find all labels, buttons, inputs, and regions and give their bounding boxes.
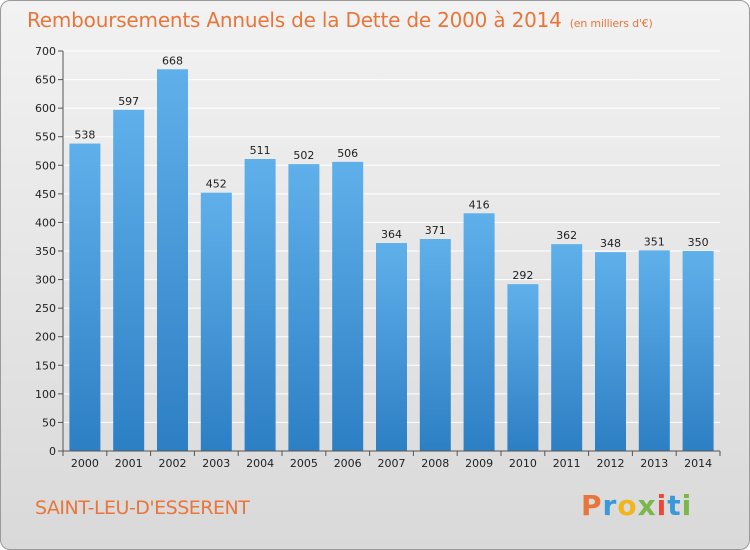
y-tick-label: 150 [35, 359, 56, 372]
bar [463, 213, 495, 451]
x-tick-label: 2012 [597, 457, 625, 470]
bar [69, 143, 101, 452]
bar [113, 109, 145, 451]
x-tick-label: 2011 [553, 457, 581, 470]
data-label: 506 [337, 147, 358, 160]
x-tick-label: 2014 [684, 457, 712, 470]
data-label: 511 [250, 144, 271, 157]
x-tick-label: 2003 [202, 457, 230, 470]
y-tick-label: 700 [35, 45, 56, 58]
y-tick-label: 250 [35, 302, 56, 315]
bar [376, 243, 407, 451]
y-tick-label: 600 [35, 102, 56, 115]
x-tick-label: 2013 [640, 457, 668, 470]
x-tick-label: 2004 [246, 457, 274, 470]
y-tick-label: 300 [35, 274, 56, 287]
data-label: 350 [688, 236, 709, 249]
data-label: 364 [381, 228, 402, 241]
data-label: 452 [206, 178, 227, 191]
data-label: 416 [469, 198, 490, 211]
logo-letter: i [681, 489, 693, 522]
x-tick-label: 2005 [290, 457, 318, 470]
city-name: SAINT-LEU-D'ESSERENT [35, 497, 250, 519]
data-label: 538 [74, 129, 95, 142]
logo-letter: P [581, 489, 603, 522]
x-tick-label: 2008 [421, 457, 449, 470]
x-tick-label: 2007 [378, 457, 406, 470]
logo-letter: i [656, 489, 668, 522]
bar [638, 250, 670, 451]
data-label: 668 [162, 54, 183, 67]
axes: 0 50 100 150 200 250 300 350 400 450 500 550 600 650 7… [35, 45, 721, 470]
chart-subtitle: (en milliers d'€) [569, 17, 653, 30]
bars: 538 597 668 452 511 502 506 364 371 416 292 362 348 3… [69, 54, 714, 452]
bar [288, 164, 320, 451]
bar [244, 159, 276, 451]
bar [682, 251, 714, 451]
y-tick-label: 0 [49, 445, 56, 458]
x-tick-label: 2010 [509, 457, 537, 470]
logo-letter: x [637, 489, 657, 522]
title-text: Remboursements Annuels de la Dette de 20… [27, 8, 562, 32]
data-label: 292 [512, 269, 533, 282]
data-label: 502 [293, 149, 314, 162]
y-tick-label: 100 [35, 388, 56, 401]
bar [200, 192, 232, 451]
proxiti-logo[interactable]: Proxiti [581, 489, 692, 522]
logo-letter: o [617, 489, 638, 522]
x-tick-label: 2002 [159, 457, 187, 470]
x-tick-label: 2009 [465, 457, 493, 470]
bar [332, 161, 364, 451]
x-tick-label: 2000 [71, 457, 99, 470]
y-tick-label: 400 [35, 216, 56, 229]
y-tick-label: 50 [42, 416, 56, 429]
bar [157, 69, 188, 452]
bar [595, 252, 626, 451]
x-tick-label: 2001 [115, 457, 143, 470]
bar [419, 239, 451, 451]
data-label: 371 [425, 224, 446, 237]
data-label: 597 [118, 95, 139, 108]
x-tick-label: 2006 [334, 457, 362, 470]
y-tick-label: 450 [35, 188, 56, 201]
chart-title: Remboursements Annuels de la Dette de 20… [27, 8, 653, 32]
y-tick-label: 550 [35, 131, 56, 144]
y-tick-label: 350 [35, 245, 56, 258]
data-label: 351 [644, 235, 665, 248]
bar [551, 244, 583, 451]
data-label: 362 [556, 229, 577, 242]
y-tick-label: 650 [35, 74, 56, 87]
y-tick-label: 500 [35, 159, 56, 172]
y-tick-label: 200 [35, 331, 56, 344]
data-label: 348 [600, 237, 621, 250]
logo-letter: r [602, 489, 618, 522]
bar [507, 284, 539, 451]
logo-letter: t [667, 489, 682, 522]
